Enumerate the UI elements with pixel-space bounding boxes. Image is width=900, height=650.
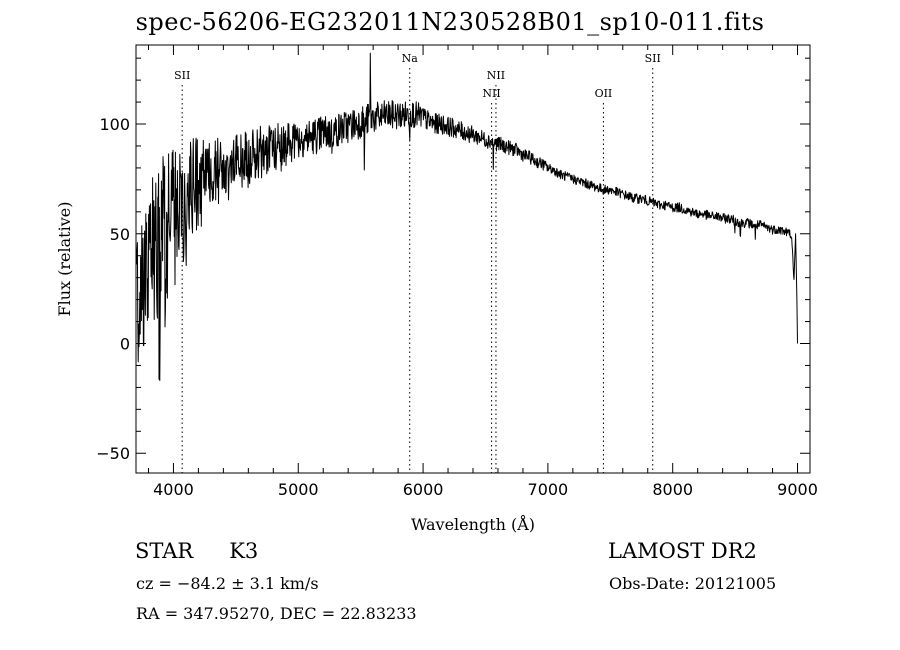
y-tick-label: 0	[120, 335, 130, 354]
x-axis-label: Wavelength (Å)	[411, 514, 535, 534]
line-marker-label: NII	[482, 87, 500, 100]
object-class-label: STAR	[135, 539, 194, 563]
axis-ticks: 4000 5000 6000 7000 8000 9000 −50 0 50 100	[96, 45, 818, 499]
spectrum-line	[136, 52, 798, 381]
x-tick-label: 6000	[403, 480, 444, 499]
redshift-text: cz = −84.2 ± 3.1 km/s	[136, 574, 319, 593]
y-tick-label: −50	[96, 444, 130, 463]
x-tick-label: 4000	[153, 480, 194, 499]
survey-name: LAMOST DR2	[608, 539, 757, 563]
y-tick-label: 50	[110, 225, 130, 244]
y-tick-label: 100	[99, 115, 130, 134]
chart-title: spec-56206-EG232011N230528B01_sp10-011.f…	[135, 8, 765, 36]
y-axis-label: Flux (relative)	[55, 202, 74, 317]
object-subclass: K3	[229, 539, 259, 563]
line-marker-label: Na	[402, 52, 419, 65]
object-class: STAR K3	[135, 539, 258, 563]
observation-date: Obs-Date: 20121005	[609, 574, 777, 593]
coordinates: RA = 347.95270, DEC = 22.83233	[136, 604, 417, 623]
x-tick-label: 5000	[278, 480, 319, 499]
line-marker-label: NII	[487, 69, 505, 82]
line-marker-label: OII	[595, 87, 613, 100]
line-marker-label: SII	[645, 52, 661, 65]
x-tick-label: 9000	[777, 480, 818, 499]
x-tick-label: 7000	[528, 480, 569, 499]
line-marker-label: SII	[174, 69, 190, 82]
plot-frame	[135, 44, 811, 474]
x-tick-label: 8000	[652, 480, 693, 499]
